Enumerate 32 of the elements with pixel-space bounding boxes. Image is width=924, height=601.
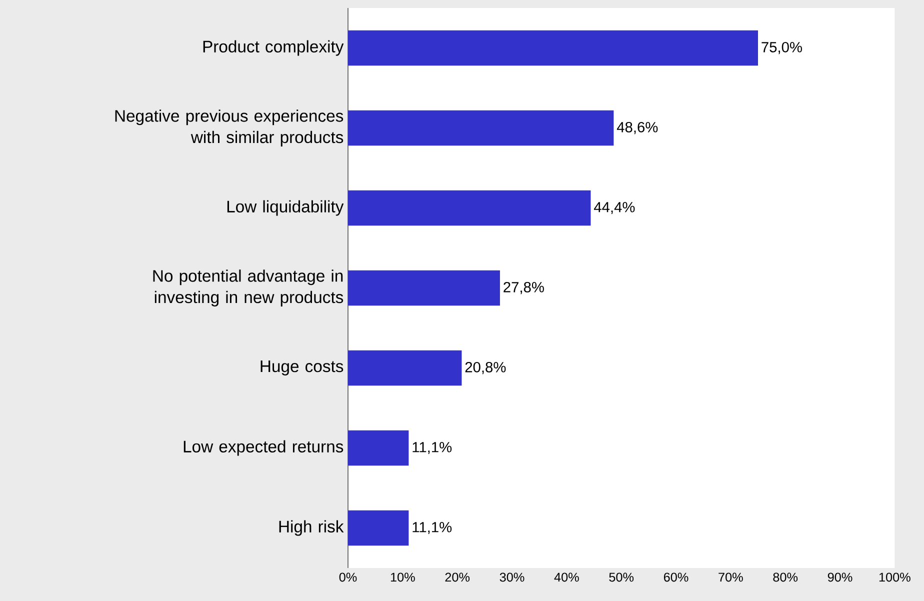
bar — [348, 430, 409, 466]
bar — [348, 350, 462, 386]
y-tick-label: Product complexity — [203, 40, 344, 56]
bar — [348, 270, 500, 306]
data-label: 11,1% — [412, 522, 452, 534]
x-tick-label: 100% — [879, 572, 910, 582]
x-tick-label: 20% — [445, 572, 470, 582]
x-tick-label: 50% — [609, 572, 634, 582]
y-tick-label: Huge costs — [260, 360, 344, 376]
data-label: 20,8% — [465, 362, 506, 374]
x-tick-label: 0% — [339, 572, 357, 582]
data-label: 27,8% — [504, 282, 544, 294]
x-tick-label: 30% — [500, 572, 524, 582]
bar — [348, 110, 614, 146]
bar — [348, 30, 758, 66]
y-tick-label: Negative previous experiences with similar products — [115, 110, 344, 146]
data-label: 75,0% — [762, 42, 802, 54]
data-label: 48,6% — [616, 122, 658, 134]
data-label: 44,4% — [594, 202, 635, 214]
bar — [348, 510, 409, 546]
y-tick-label: Low liquidability — [227, 200, 344, 216]
x-tick-label: 90% — [828, 572, 852, 582]
x-tick-label: 10% — [390, 572, 415, 582]
y-tick-label: High risk — [279, 520, 344, 536]
x-tick-label: 80% — [773, 572, 798, 582]
bar — [348, 190, 591, 226]
x-tick-label: 40% — [554, 572, 579, 582]
data-label: 11,1% — [412, 442, 452, 454]
y-tick-label: Low expected returns — [184, 440, 344, 456]
x-tick-label: 60% — [664, 572, 688, 582]
y-tick-label: No potential advantage in investing in new products — [153, 270, 344, 306]
x-tick-label: 70% — [718, 572, 743, 582]
